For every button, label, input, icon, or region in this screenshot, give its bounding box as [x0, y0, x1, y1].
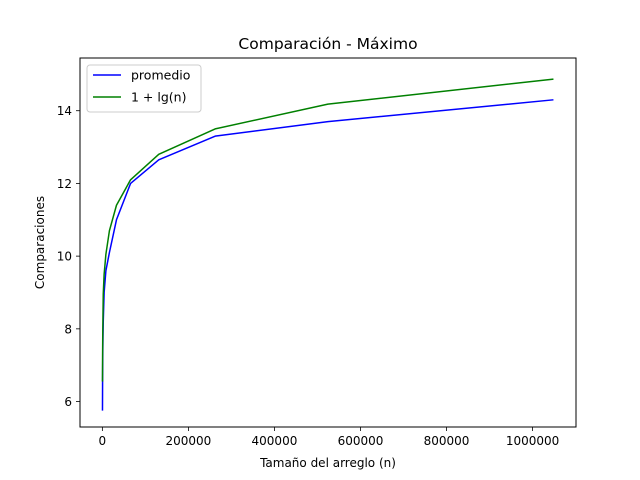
- plot-frame: [79, 57, 577, 428]
- x-tick-label: 0: [99, 434, 107, 448]
- legend-box: [86, 64, 202, 113]
- y-tick-label: 12: [57, 177, 72, 191]
- x-tick-label: 400000: [252, 434, 298, 448]
- legend-label-1-plus-lg-n: 1 + lg(n): [131, 90, 186, 105]
- y-axis-label: Comparaciones: [33, 196, 47, 289]
- y-axis-ticks: 6 8 10 12 14: [57, 104, 80, 409]
- legend: promedio 1 + lg(n): [86, 64, 202, 113]
- x-tick-label: 200000: [165, 434, 211, 448]
- chart-title: Comparación - Máximo: [238, 35, 417, 53]
- x-tick-label: 800000: [424, 434, 470, 448]
- legend-label-promedio: promedio: [131, 68, 190, 83]
- y-tick-label: 6: [64, 395, 72, 409]
- x-tick-label: 1000000: [506, 434, 559, 448]
- series-layer: [101, 78, 554, 411]
- x-axis-label: Tamaño del arreglo (n): [259, 456, 396, 470]
- y-tick-label: 8: [64, 322, 72, 336]
- y-tick-label: 10: [57, 250, 72, 264]
- x-axis-ticks: 0 200000 400000 600000 800000 1000000: [99, 427, 559, 448]
- series-line-1-lg-n: [101, 78, 554, 382]
- y-tick-label: 14: [57, 104, 72, 118]
- x-tick-label: 600000: [338, 434, 384, 448]
